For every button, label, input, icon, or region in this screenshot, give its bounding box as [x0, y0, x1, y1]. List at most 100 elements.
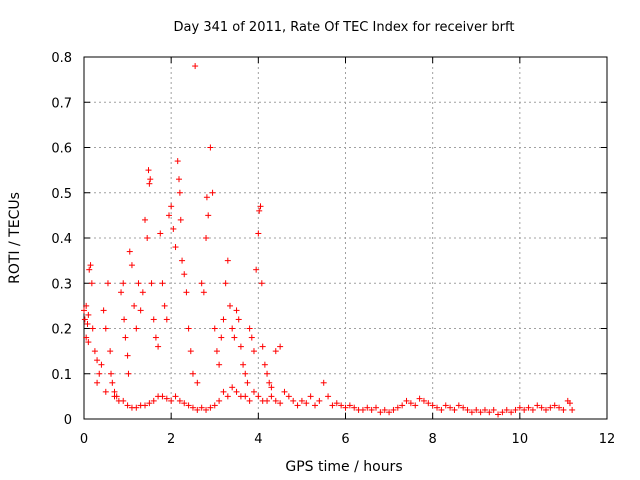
- data-point: [177, 216, 184, 223]
- data-point: [569, 406, 576, 413]
- data-point: [248, 334, 255, 341]
- data-point: [316, 397, 323, 404]
- data-point: [556, 404, 563, 411]
- data-point: [538, 404, 545, 411]
- data-point: [255, 393, 262, 400]
- data-point: [250, 388, 257, 395]
- data-point: [89, 325, 96, 332]
- data-point: [94, 357, 101, 364]
- x-tick-label: 10: [512, 432, 529, 447]
- data-point: [125, 370, 132, 377]
- data-point: [551, 402, 558, 409]
- y-tick-labels: 0 0.1 0.2 0.3 0.4 0.5 0.6 0.7 0.8: [51, 51, 72, 428]
- data-point: [168, 203, 175, 210]
- y-tick-label: 0.3: [51, 277, 72, 292]
- data-point: [420, 397, 427, 404]
- data-point: [142, 402, 149, 409]
- data-point: [107, 348, 114, 355]
- data-point: [198, 404, 205, 411]
- data-point: [159, 280, 166, 287]
- grid: [84, 57, 607, 419]
- x-tick-label: 2: [167, 432, 175, 447]
- data-point: [172, 244, 179, 251]
- data-point: [205, 212, 212, 219]
- data-point: [508, 409, 515, 416]
- data-point: [235, 316, 242, 323]
- data-point: [246, 397, 253, 404]
- data-point: [259, 343, 266, 350]
- data-point: [159, 393, 166, 400]
- data-point: [244, 379, 251, 386]
- data-point: [412, 402, 419, 409]
- data-point: [176, 397, 183, 404]
- data-points: [81, 63, 576, 418]
- y-tick-label: 0.7: [51, 96, 72, 111]
- data-point: [133, 404, 140, 411]
- x-tick-label: 12: [599, 432, 616, 447]
- data-point: [381, 406, 388, 413]
- data-point: [85, 339, 92, 346]
- data-point: [438, 406, 445, 413]
- data-point: [373, 404, 380, 411]
- data-point: [560, 406, 567, 413]
- data-point: [298, 397, 305, 404]
- data-point: [325, 393, 332, 400]
- data-point: [209, 189, 216, 196]
- data-point: [477, 409, 484, 416]
- data-point: [277, 343, 284, 350]
- data-point: [368, 406, 375, 413]
- data-point: [161, 302, 168, 309]
- data-point: [102, 388, 109, 395]
- x-tick-label: 6: [341, 432, 349, 447]
- data-point: [534, 402, 541, 409]
- data-point: [272, 397, 279, 404]
- y-tick-label: 0.4: [51, 232, 72, 247]
- data-point: [246, 325, 253, 332]
- data-point: [351, 404, 358, 411]
- data-point: [403, 397, 410, 404]
- data-point: [109, 379, 116, 386]
- data-point: [150, 397, 157, 404]
- data-point: [224, 257, 231, 264]
- data-point: [207, 404, 214, 411]
- data-point: [468, 409, 475, 416]
- data-point: [399, 402, 406, 409]
- data-point: [181, 271, 188, 278]
- data-point: [146, 180, 153, 187]
- data-point: [96, 370, 103, 377]
- data-point: [460, 404, 467, 411]
- data-point: [240, 361, 247, 368]
- data-point: [145, 167, 152, 174]
- data-point: [516, 404, 523, 411]
- y-tick-label: 0.6: [51, 142, 72, 157]
- data-point: [255, 230, 262, 237]
- data-point: [253, 266, 260, 273]
- data-point: [342, 404, 349, 411]
- data-point: [512, 406, 519, 413]
- data-point: [83, 302, 90, 309]
- data-point: [486, 409, 493, 416]
- data-point: [237, 343, 244, 350]
- data-point: [264, 397, 271, 404]
- data-point: [525, 404, 532, 411]
- data-point: [233, 307, 240, 314]
- data-point: [261, 361, 268, 368]
- data-point: [183, 289, 190, 296]
- y-tick-label: 0.1: [51, 368, 72, 383]
- y-tick-label: 0.2: [51, 323, 72, 338]
- data-point: [257, 203, 264, 210]
- data-point: [170, 225, 177, 232]
- data-point: [189, 404, 196, 411]
- data-point: [268, 393, 275, 400]
- data-point: [455, 402, 462, 409]
- data-point: [220, 388, 227, 395]
- data-point: [242, 370, 249, 377]
- data-point: [131, 302, 138, 309]
- data-point: [84, 320, 91, 327]
- data-point: [521, 406, 528, 413]
- data-point: [213, 348, 220, 355]
- data-point: [529, 406, 536, 413]
- data-point: [447, 404, 454, 411]
- data-point: [434, 404, 441, 411]
- data-point: [290, 397, 297, 404]
